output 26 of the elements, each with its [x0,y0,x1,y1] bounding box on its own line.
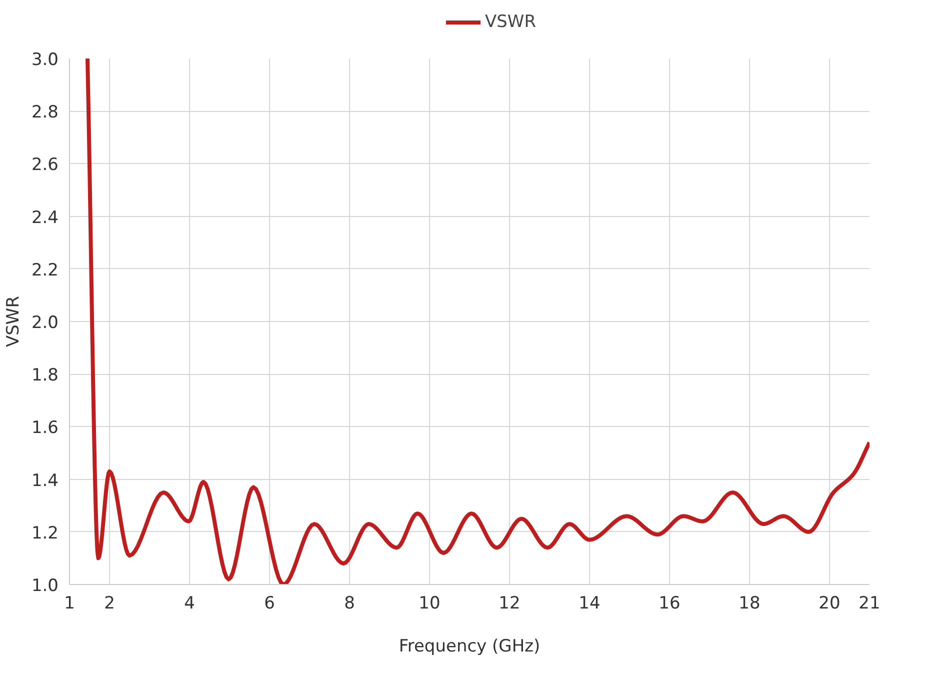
x-tick-label: 10 [418,594,440,614]
y-tick-label: 3.0 [31,50,59,70]
x-tick-label: 4 [184,594,195,614]
y-tick-label: 2.0 [31,313,59,333]
y-axis-title: VSWR [3,296,24,348]
y-tick-label: 1.2 [31,523,59,544]
y-tick-label: 1.0 [31,576,59,596]
x-tick-label: 14 [578,594,600,614]
x-tick-label: 21 [858,594,880,614]
y-tick-label: 1.4 [31,470,59,491]
y-tick-label: 2.8 [31,102,59,123]
y-tick-label: 2.4 [31,208,59,228]
x-tick-label: 20 [818,594,840,614]
y-tick-label: 1.8 [31,366,59,386]
x-tick-label: 16 [658,594,680,614]
x-axis-title: Frequency (GHz) [398,636,540,656]
x-tick-label: 2 [104,594,115,614]
x-tick-label: 8 [344,594,355,614]
y-tick-label: 2.6 [31,155,59,176]
legend-label: VSWR [484,12,536,32]
x-tick-label: 12 [498,594,520,614]
x-tick-label: 18 [738,594,760,614]
x-tick-label: 6 [264,594,275,614]
y-tick-label: 1.6 [31,418,59,438]
x-tick-label: 1 [64,594,75,614]
y-tick-label: 2.2 [31,260,59,280]
